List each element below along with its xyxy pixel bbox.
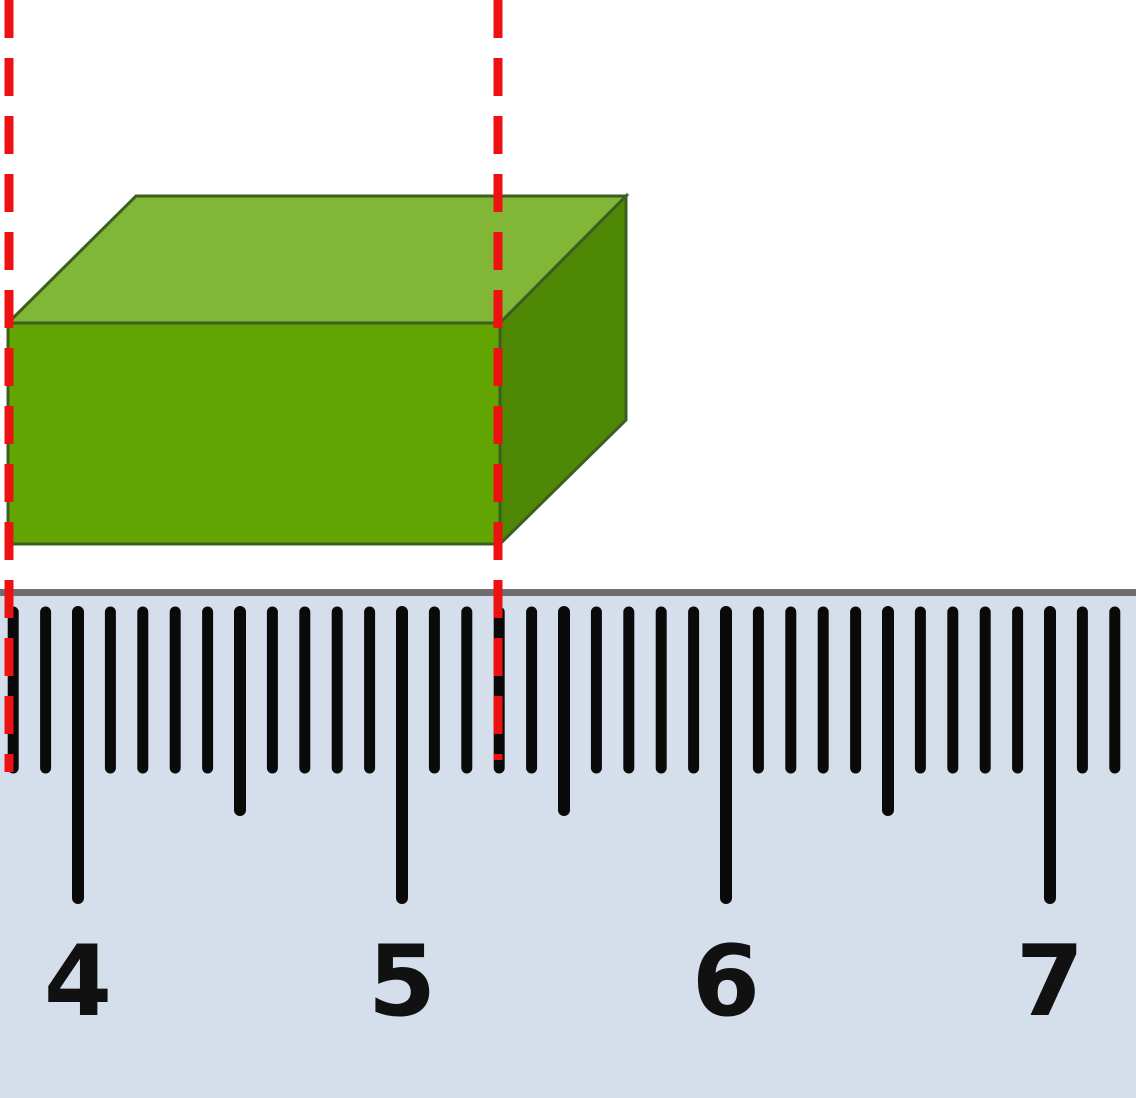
ruler-label-7: 7 (1016, 925, 1084, 1039)
ruler-top-edge (0, 589, 1136, 596)
ruler: 4 5 6 7 (0, 589, 1136, 1098)
measurement-guides (4, 0, 503, 772)
block-front-face (6, 321, 502, 546)
ruler-label-4: 4 (44, 925, 112, 1039)
ruler-label-6: 6 (692, 925, 760, 1039)
ruler-label-5: 5 (368, 925, 436, 1039)
green-block (4, 192, 630, 548)
ruler-ticks (7, 606, 1121, 904)
ruler-labels: 4 5 6 7 (44, 925, 1084, 1039)
